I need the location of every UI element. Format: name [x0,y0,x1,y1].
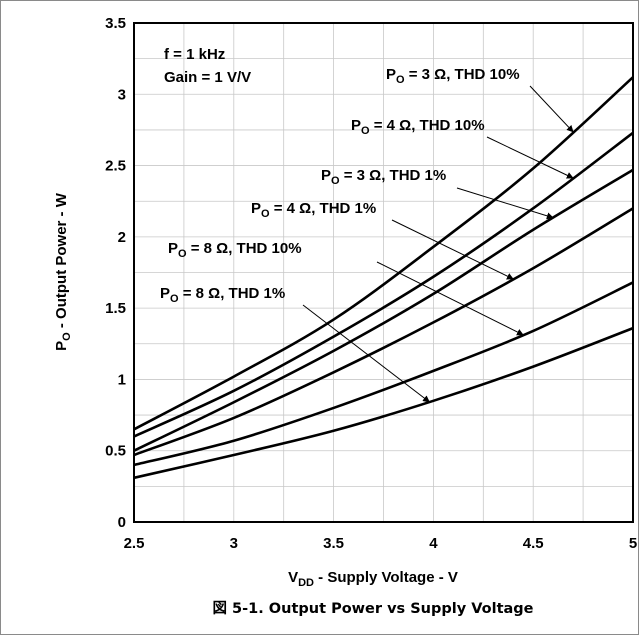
x-axis-title: VDD - Supply Voltage - V [288,569,458,589]
x-tick-labels: 2.5 3 3.5 4 4.5 5 [124,535,638,552]
curve-label-2: PO = 3 Ω, THD 1% [321,167,446,187]
annotation-text: f = 1 kHz [164,46,225,63]
y-tick-label: 2.5 [105,158,126,175]
series-line-3 [133,207,634,457]
x-tick-label: 4 [429,535,438,552]
series-line-4 [133,281,634,467]
x-tick-label: 3 [230,535,238,552]
y-axis-title: PO - Output Power - W [53,192,73,351]
x-tick-label: 2.5 [124,535,145,552]
label-arrow-4 [376,261,524,336]
plot-area-border [133,22,634,523]
label-arrow-3 [391,219,514,280]
curve-label-5: PO = 8 Ω, THD 1% [160,285,285,305]
curve-label-4: PO = 8 Ω, THD 10% [168,240,302,260]
y-tick-label: 1 [118,371,126,388]
series-line-0 [133,76,634,431]
series-lines [133,76,634,480]
curve-labels: PO = 3 Ω, THD 10% PO = 4 Ω, THD 10% PO = 3… [160,66,520,305]
y-tick-label: 1.5 [105,300,126,317]
x-tick-label: 3.5 [323,535,344,552]
x-tick-label: 5 [629,535,637,552]
curve-label-1: PO = 4 Ω, THD 10% [351,117,485,137]
label-arrow-0 [529,85,574,133]
curve-label-0: PO = 3 Ω, THD 10% [386,66,520,86]
label-arrow-2 [456,187,554,220]
y-tick-label: 2 [118,229,126,246]
series-line-5 [133,326,634,480]
y-tick-label: 3 [118,86,126,103]
y-tick-label: 0 [118,514,126,531]
figure-caption: 図 5-1. Output Power vs Supply Voltage [213,600,534,617]
curve-label-3: PO = 4 Ω, THD 1% [251,200,376,220]
annotation-text: Gain = 1 V/V [164,69,251,86]
annotations: f = 1 kHz Gain = 1 V/V [164,46,251,86]
label-arrows [302,85,574,403]
y-tick-label: 0.5 [105,443,126,460]
series-line-2 [133,168,634,452]
y-tick-labels: 0 0.5 1 1.5 2 2.5 3 3.5 [105,15,126,531]
label-arrow-1 [486,136,574,179]
y-tick-label: 3.5 [105,15,126,32]
series-line-1 [133,131,634,438]
x-tick-label: 4.5 [523,535,544,552]
label-arrow-5 [302,304,430,403]
